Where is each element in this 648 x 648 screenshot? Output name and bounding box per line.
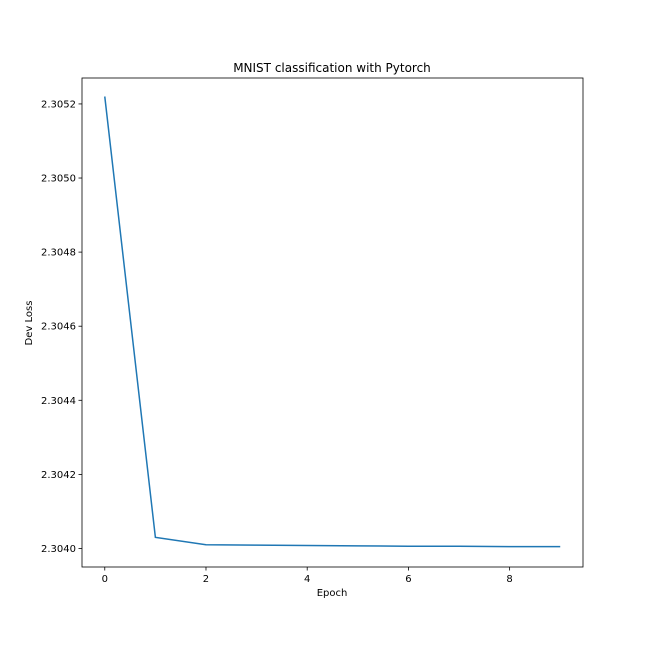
y-tick-label: 2.3044 bbox=[41, 396, 76, 407]
y-tick-label: 2.3050 bbox=[41, 174, 76, 185]
x-tick-label: 2 bbox=[203, 574, 209, 585]
y-tick-label: 2.3046 bbox=[41, 322, 76, 333]
plot-area bbox=[81, 77, 584, 568]
x-axis-label: Epoch bbox=[317, 588, 348, 599]
y-tick-label: 2.3042 bbox=[41, 470, 76, 481]
y-axis-label: Dev Loss bbox=[24, 301, 35, 346]
x-tick-label: 6 bbox=[405, 574, 411, 585]
series-line-0 bbox=[104, 96, 561, 548]
y-axis: 2.3040 2.3042 2.3044 2.3046 2.3048 2.3050 2.30… bbox=[41, 99, 82, 555]
x-tick-label: 8 bbox=[506, 574, 512, 585]
x-tick-label: 0 bbox=[102, 574, 108, 585]
y-tick-label: 2.3048 bbox=[41, 248, 76, 259]
x-tick-label: 4 bbox=[304, 574, 310, 585]
chart-title: MNIST classification with Pytorch bbox=[233, 61, 431, 75]
y-tick-label: 2.3052 bbox=[41, 99, 76, 110]
plot-frame bbox=[81, 77, 584, 568]
x-axis: 0 2 4 6 8 bbox=[102, 567, 513, 585]
y-tick-label: 2.3040 bbox=[41, 544, 76, 555]
